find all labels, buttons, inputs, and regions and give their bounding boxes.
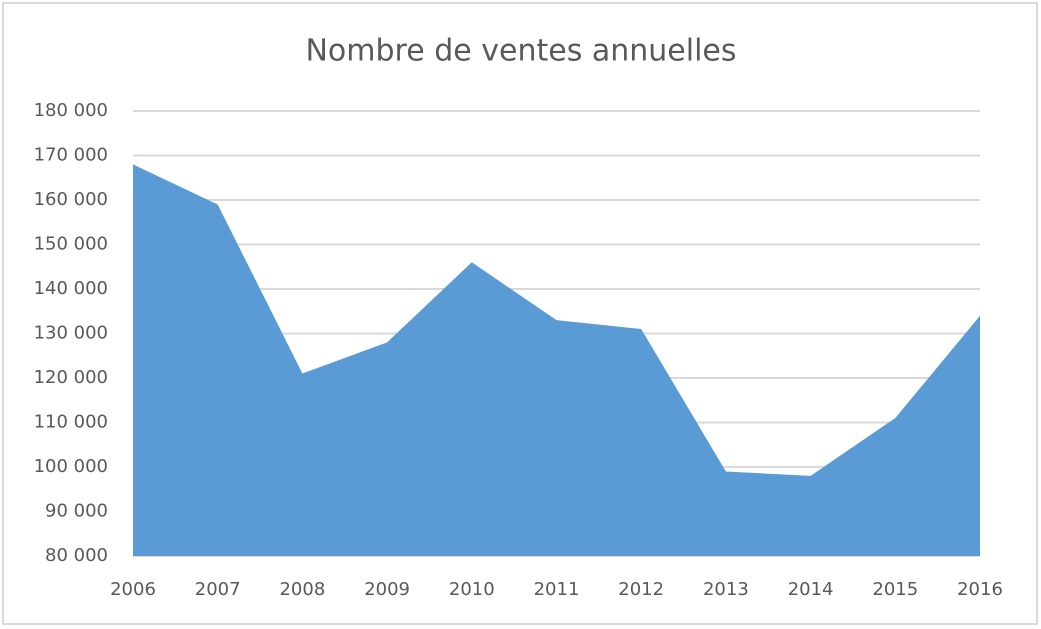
x-tick-label: 2014 xyxy=(788,579,834,600)
x-tick-label: 2008 xyxy=(279,579,325,600)
x-tick-label: 2009 xyxy=(364,579,410,600)
y-tick-label: 120 000 xyxy=(34,367,108,388)
chart-title: Nombre de ventes annuelles xyxy=(305,34,736,69)
y-tick-label: 160 000 xyxy=(34,189,108,210)
x-tick-label: 2010 xyxy=(449,579,495,600)
area xyxy=(133,164,980,556)
x-tick-label: 2016 xyxy=(957,579,1003,600)
x-tick-label: 2013 xyxy=(703,579,749,600)
x-tick-label: 2007 xyxy=(195,579,241,600)
x-tick-label: 2011 xyxy=(534,579,580,600)
y-tick-label: 150 000 xyxy=(34,234,108,255)
x-tick-label: 2015 xyxy=(872,579,918,600)
y-tick-label: 140 000 xyxy=(34,278,108,299)
y-tick-label: 80 000 xyxy=(45,545,108,566)
y-tick-label: 110 000 xyxy=(34,412,108,433)
y-tick-label: 90 000 xyxy=(45,501,108,522)
x-tick-label: 2006 xyxy=(110,579,156,600)
x-tick-label: 2012 xyxy=(618,579,664,600)
y-tick-label: 100 000 xyxy=(34,456,108,477)
y-tick-label: 180 000 xyxy=(34,100,108,121)
y-tick-label: 130 000 xyxy=(34,323,108,344)
y-tick-label: 170 000 xyxy=(34,145,108,166)
